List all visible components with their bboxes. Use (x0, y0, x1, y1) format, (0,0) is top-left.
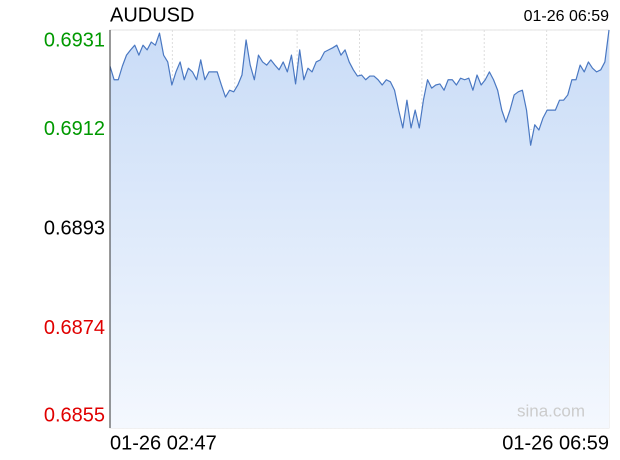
y-tick-label: 0.6931 (44, 29, 105, 51)
watermark: sina.com (517, 401, 585, 420)
y-tick-label: 0.6912 (44, 118, 105, 140)
y-tick-label: 0.6874 (44, 317, 105, 339)
x-start-label: 01-26 02:47 (110, 432, 217, 454)
chart-title: AUDUSD (110, 4, 194, 26)
y-tick-label: 0.6855 (44, 404, 105, 426)
y-tick-label: 0.6893 (44, 217, 105, 239)
price-line (109, 29, 610, 146)
x-end-label: 01-26 06:59 (502, 432, 609, 454)
timestamp: 01-26 06:59 (524, 8, 610, 25)
area (110, 30, 609, 428)
